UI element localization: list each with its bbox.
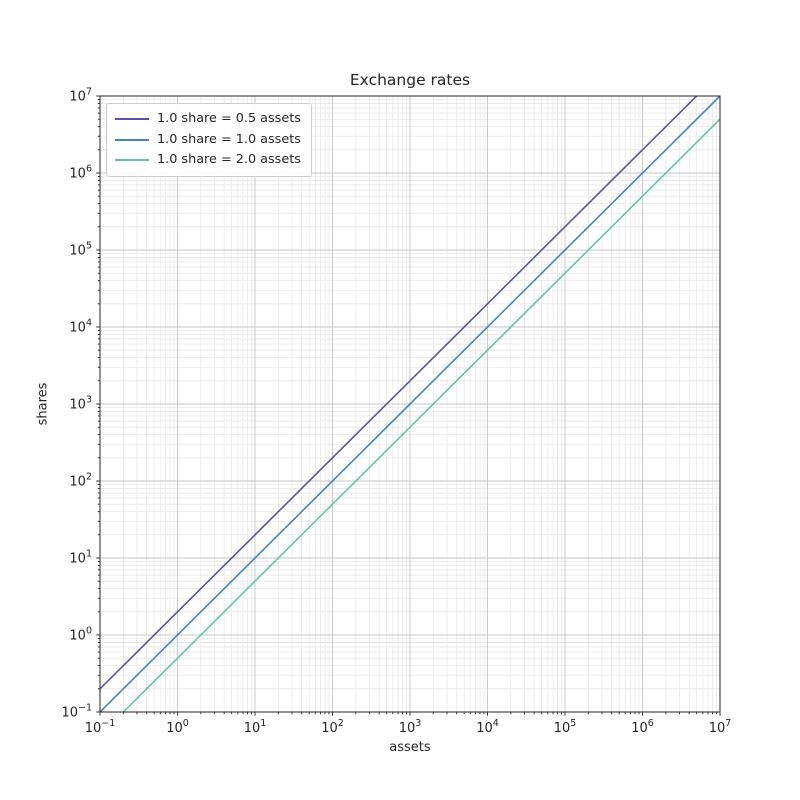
- y-axis-label: shares: [35, 382, 51, 426]
- x-tick-labels: 10−1 100 101 102 103 104 105 106 107: [85, 718, 732, 736]
- series-line-1: [100, 96, 720, 712]
- svg-text:102: 102: [69, 472, 92, 490]
- svg-text:101: 101: [244, 718, 267, 736]
- svg-text:104: 104: [476, 718, 499, 736]
- svg-text:101: 101: [69, 549, 92, 567]
- series-line-2: [122, 118, 720, 712]
- svg-text:100: 100: [166, 718, 189, 736]
- legend-line-swatch: [115, 159, 149, 162]
- legend-label: 1.0 share = 2.0 assets: [157, 152, 301, 167]
- svg-text:104: 104: [69, 318, 92, 336]
- svg-text:105: 105: [554, 718, 577, 736]
- svg-text:10−1: 10−1: [85, 718, 116, 736]
- legend-entry-1: 1.0 share = 1.0 assets: [115, 131, 301, 150]
- svg-text:103: 103: [399, 718, 422, 736]
- series-lines: [100, 96, 720, 712]
- svg-text:102: 102: [321, 718, 344, 736]
- x-axis-label: assets: [389, 740, 431, 755]
- svg-text:107: 107: [709, 718, 732, 736]
- svg-text:107: 107: [69, 87, 92, 105]
- y-tick-labels: 10−1 100 101 102 103 104 105 106 107: [61, 87, 92, 721]
- tick-marks: [96, 95, 721, 716]
- svg-text:106: 106: [631, 718, 654, 736]
- svg-text:105: 105: [69, 241, 92, 259]
- legend-line-swatch: [115, 118, 149, 121]
- svg-text:103: 103: [69, 395, 92, 413]
- svg-text:100: 100: [69, 626, 92, 644]
- svg-text:106: 106: [69, 164, 92, 182]
- series-line-0: [100, 96, 698, 690]
- legend-entry-2: 1.0 share = 2.0 assets: [115, 151, 301, 170]
- legend-label: 1.0 share = 0.5 assets: [157, 111, 301, 126]
- legend-label: 1.0 share = 1.0 assets: [157, 131, 301, 147]
- legend-line-swatch: [115, 138, 149, 141]
- legend-entry-0: 1.0 share = 0.5 assets: [115, 110, 301, 129]
- chart-title: Exchange rates: [349, 71, 471, 89]
- legend: 1.0 share = 0.5 assets 1.0 share = 1.0 as…: [106, 103, 312, 177]
- svg-text:10−1: 10−1: [61, 703, 92, 721]
